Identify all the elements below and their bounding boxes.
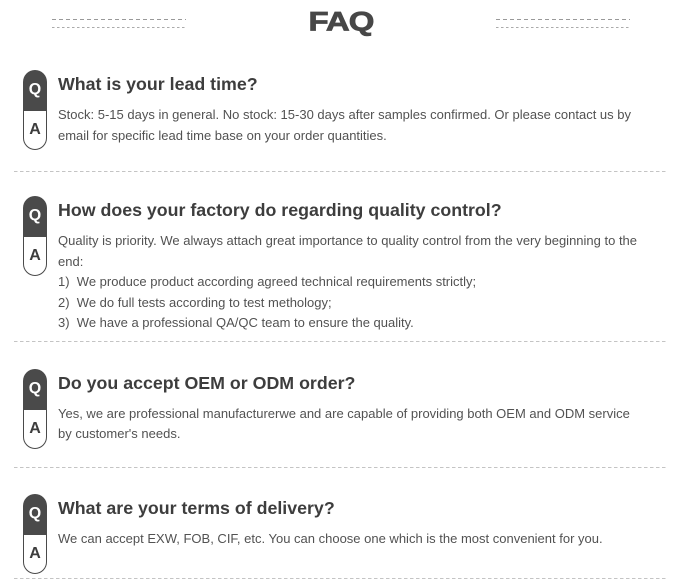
svg-text:FAQ: FAQ — [309, 7, 374, 37]
